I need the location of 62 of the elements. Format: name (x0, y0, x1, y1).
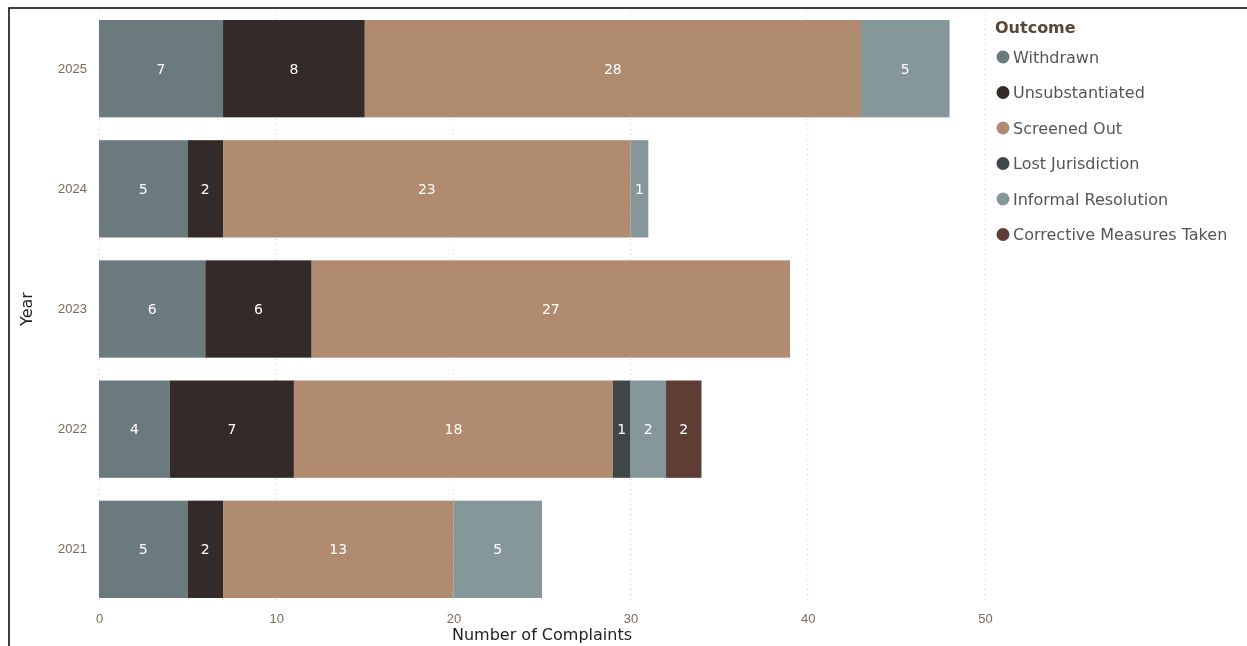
bar (187, 140, 224, 238)
bar (311, 260, 791, 358)
x-axis-title: Number of Complaints (451, 625, 633, 644)
bar (205, 260, 312, 358)
y-tick-label: 2021 (58, 541, 87, 557)
bar (187, 500, 224, 598)
data-label: 2 (643, 421, 653, 438)
data-label: 27 (541, 300, 560, 317)
data-label: 1 (635, 180, 644, 197)
y-tick-label: 2023 (58, 301, 87, 317)
x-tick-label: 20 (446, 611, 462, 627)
bar (99, 260, 206, 358)
data-label: 4 (129, 421, 139, 438)
data-label: 6 (147, 300, 157, 317)
legend-label: Lost Jurisdiction (1013, 154, 1140, 174)
bar (169, 380, 294, 478)
data-label: 23 (417, 180, 436, 197)
data-label: 18 (444, 421, 463, 438)
bar (99, 140, 188, 238)
bar (453, 500, 542, 598)
legend-title: Outcome (995, 18, 1076, 37)
data-label: 6 (254, 300, 264, 317)
data-label: 2 (679, 421, 689, 438)
bar (99, 380, 170, 478)
data-label: 2 (200, 541, 210, 558)
data-label: 7 (156, 60, 166, 77)
bar (612, 380, 631, 478)
legend-label: Withdrawn (1013, 47, 1100, 67)
data-label: 8 (289, 60, 299, 77)
bar (364, 20, 861, 118)
bar (860, 20, 950, 118)
y-tick-label: 2025 (58, 60, 87, 76)
x-tick-label: 0 (95, 611, 104, 627)
bar (630, 380, 667, 478)
x-tick-label: 40 (801, 611, 816, 627)
data-label: 2 (200, 180, 210, 197)
y-tick-label: 2022 (58, 421, 87, 437)
y-axis-title: Year (17, 291, 36, 327)
bar (223, 500, 454, 598)
bar (630, 140, 649, 238)
bar (223, 20, 365, 118)
bar (99, 500, 188, 598)
data-label: 5 (493, 541, 503, 558)
bar (293, 380, 613, 478)
data-label: 1 (617, 421, 627, 438)
bar (223, 140, 631, 238)
x-tick-label: 50 (978, 611, 993, 627)
legend-label: Screened Out (1013, 118, 1123, 138)
legend-label: Corrective Measures Taken (1013, 225, 1228, 245)
data-label: 7 (227, 421, 237, 438)
bar (666, 380, 702, 478)
data-label: 5 (900, 60, 910, 77)
legend-label: Unsubstantiated (1013, 83, 1145, 103)
bar (99, 20, 224, 118)
data-label: 5 (138, 180, 148, 197)
data-label: 5 (138, 541, 148, 558)
y-tick-label: 2024 (58, 181, 87, 196)
data-label: 28 (603, 60, 622, 77)
x-tick-label: 30 (623, 611, 639, 627)
legend-label: Informal Resolution (1013, 189, 1169, 209)
data-label: 13 (329, 541, 348, 558)
x-tick-label: 10 (269, 611, 284, 627)
